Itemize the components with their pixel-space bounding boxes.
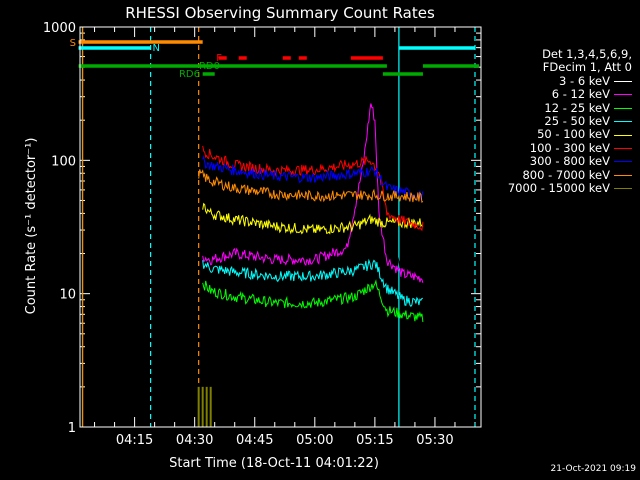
- x-tick-label: 05:30: [416, 433, 453, 448]
- flag-label: RD0: [199, 61, 220, 72]
- legend-header-line2: FDecim 1, Att 0: [542, 60, 632, 75]
- legend-entry: 800 - 7000 keV: [482, 167, 632, 182]
- flag-label: RD6: [179, 69, 200, 80]
- legend-label: 50 - 100 keV: [537, 127, 610, 142]
- legend-label: 800 - 7000 keV: [522, 167, 610, 182]
- legend-entry: 300 - 800 keV: [482, 154, 632, 169]
- flag-label: F: [216, 53, 222, 64]
- legend-entry: 25 - 50 keV: [482, 114, 632, 129]
- x-ticks: 04:15 04:30 04:45 05:00 05:15 05:30: [94, 27, 476, 448]
- legend-swatch: [614, 81, 632, 83]
- vertical-markers: [81, 27, 476, 427]
- x-tick-label: 04:30: [176, 433, 213, 448]
- series-line: [202, 211, 424, 276]
- series-line: [202, 103, 424, 283]
- legend-header-line1: Det 1,3,4,5,6,9,: [542, 47, 632, 61]
- series-line: [202, 279, 424, 323]
- legend-label: 100 - 300 keV: [529, 140, 610, 155]
- y-tick-label: 1: [68, 421, 76, 436]
- legend-entry: 6 - 12 keV: [482, 87, 632, 102]
- series-line: [198, 169, 424, 203]
- timestamp: 21-Oct-2021 09:19: [550, 464, 636, 474]
- flag-label: S: [70, 38, 76, 49]
- y-tick-label: 100: [51, 154, 76, 169]
- x-tick-label: 05:15: [356, 433, 393, 448]
- x-tick-label: 05:00: [296, 433, 333, 448]
- legend-label: 3 - 6 keV: [559, 73, 610, 88]
- legend-swatch: [614, 107, 632, 109]
- x-tick-label: 04:15: [116, 433, 153, 448]
- chart-title: RHESSI Observing Summary Count Rates: [125, 4, 435, 22]
- series-line: [202, 145, 424, 232]
- series-lines: [197, 103, 424, 427]
- legend-label: 25 - 50 keV: [544, 114, 610, 129]
- legend-label: 300 - 800 keV: [529, 154, 610, 169]
- x-tick-label: 04:45: [236, 433, 273, 448]
- legend: Det 1,3,4,5,6,9, FDecim 1, Att 0 3 - 6 k…: [482, 47, 632, 196]
- legend-entry: 7000 - 15000 keV: [482, 181, 632, 196]
- plot-frame: [79, 26, 482, 428]
- legend-swatch: [614, 94, 632, 96]
- legend-swatch: [614, 134, 632, 136]
- legend-entry: 100 - 300 keV: [482, 140, 632, 155]
- series-line: [202, 258, 423, 308]
- legend-label: 7000 - 15000 keV: [507, 181, 610, 196]
- series-line: [202, 202, 424, 235]
- y-axis-label: Count Rate (s⁻¹ detector⁻¹): [24, 138, 39, 315]
- flag-label: N: [153, 43, 160, 54]
- legend-swatch: [614, 174, 632, 176]
- series-line: [202, 155, 424, 201]
- y-tick-label: 10: [59, 288, 76, 303]
- legend-swatch: [614, 161, 632, 163]
- legend-label: 6 - 12 keV: [551, 87, 610, 102]
- legend-entry: 50 - 100 keV: [482, 128, 632, 141]
- x-axis-label: Start Time (18-Oct-11 04:01:22): [169, 456, 379, 471]
- legend-swatch: [614, 121, 632, 123]
- legend-swatch: [614, 148, 632, 150]
- legend-entry: 3 - 6 keV: [482, 73, 632, 88]
- legend-swatch: [614, 188, 632, 190]
- y-tick-label: 1000: [43, 21, 76, 36]
- legend-entry: 12 - 25 keV: [482, 100, 632, 115]
- legend-label: 12 - 25 keV: [544, 100, 610, 115]
